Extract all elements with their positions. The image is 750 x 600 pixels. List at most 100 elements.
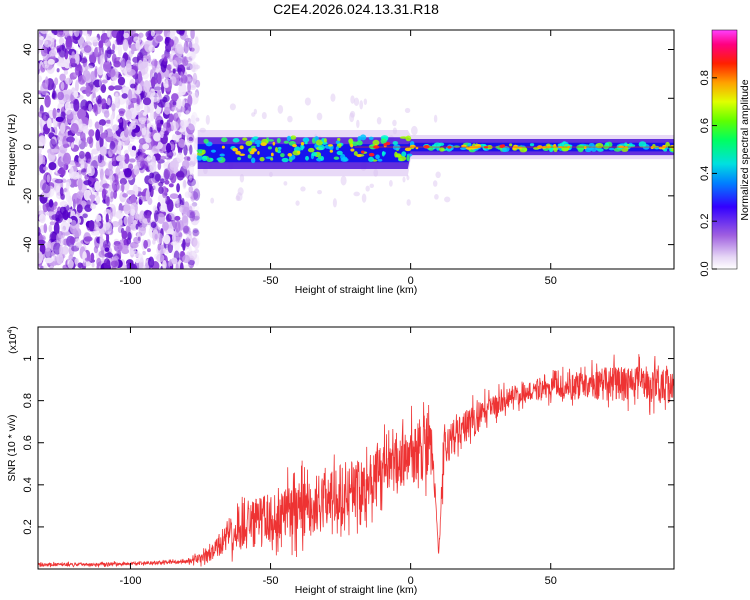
noise-blob — [102, 239, 111, 250]
noise-blob — [46, 117, 52, 129]
noise-blob — [183, 179, 187, 188]
colorbar-tick-label: 0.2 — [699, 214, 711, 229]
faint-blob — [369, 183, 375, 188]
chart-title: C2E4.2026.024.13.31.R18 — [273, 1, 439, 17]
noise-blob — [156, 232, 164, 244]
noise-blob — [129, 30, 136, 36]
noise-blob — [69, 236, 76, 245]
peak-blob — [235, 150, 241, 155]
signal-blob — [359, 134, 367, 141]
noise-blob — [117, 76, 126, 86]
noise-blob — [56, 233, 60, 244]
noise-blob — [125, 63, 132, 73]
peak-blob — [350, 148, 355, 152]
snr-panel: -100 -50 0 50 0.2 0.4 0.6 0.8 1 Height of straig… — [6, 326, 675, 596]
faint-blob — [392, 119, 397, 127]
noise-blob — [176, 183, 180, 193]
snr-ylabel: SNR (10 * v/v) — [6, 414, 18, 481]
noise-blob — [189, 85, 197, 91]
noise-blob — [191, 237, 198, 247]
noise-blob — [160, 131, 164, 139]
noise-blob — [60, 234, 65, 247]
noise-blob — [148, 178, 156, 185]
noise-blob — [94, 68, 98, 78]
faint-blob — [388, 179, 393, 187]
noise-blob — [172, 101, 177, 106]
noise-blob — [41, 60, 50, 69]
signal-blob — [300, 144, 304, 151]
noise-blob — [62, 264, 70, 269]
signal-blob — [283, 140, 290, 144]
noise-blob — [59, 244, 64, 258]
noise-blob — [71, 51, 75, 59]
signal-blob — [250, 145, 256, 149]
noise-blob — [83, 236, 93, 242]
noise-blob — [90, 230, 100, 236]
noise-blob — [100, 132, 107, 139]
faint-blob — [304, 97, 311, 106]
signal-blob — [210, 158, 214, 161]
noise-blob — [184, 191, 192, 199]
noise-blob — [103, 209, 112, 217]
noise-blob — [121, 93, 128, 99]
signal-blob — [405, 135, 412, 142]
noise-blob — [100, 84, 107, 94]
noise-blob — [174, 215, 181, 221]
noise-blob — [65, 181, 70, 190]
faint-blob — [251, 112, 256, 117]
noise-blob — [163, 234, 171, 245]
signal-blob — [529, 143, 535, 147]
noise-blob — [187, 81, 191, 93]
noise-blob — [83, 180, 92, 186]
noise-blob — [135, 42, 140, 51]
signal-blob — [372, 139, 380, 146]
noise-blob — [48, 198, 54, 208]
noise-blob — [103, 110, 110, 118]
noise-blob — [88, 219, 95, 232]
noise-blob — [88, 187, 95, 193]
peak-blob — [270, 152, 274, 157]
snr-xtick-label: -50 — [263, 575, 279, 587]
noise-blob — [192, 72, 198, 85]
noise-blob — [140, 61, 149, 75]
noise-blob — [192, 227, 199, 234]
noise-blob — [38, 239, 46, 245]
noise-blob — [149, 126, 153, 133]
noise-blob — [39, 163, 46, 174]
noise-blob — [188, 250, 198, 261]
noise-blob — [136, 95, 140, 107]
noise-blob — [56, 68, 60, 73]
noise-blob — [180, 119, 190, 128]
noise-blob — [99, 146, 107, 156]
noise-blob — [191, 179, 200, 192]
noise-blob — [170, 59, 178, 72]
noise-blob — [122, 39, 129, 52]
noise-blob — [145, 188, 150, 202]
noise-blob — [112, 124, 119, 131]
noise-blob — [171, 143, 176, 152]
noise-blob — [137, 253, 144, 263]
noise-blob — [52, 107, 57, 119]
noise-blob — [100, 98, 107, 107]
noise-blob — [183, 264, 190, 269]
noise-blob — [176, 197, 180, 209]
noise-blob — [142, 97, 152, 106]
faint-blob — [435, 171, 441, 179]
noise-blob — [179, 262, 184, 269]
signal-blob — [201, 149, 206, 155]
noise-blob — [171, 233, 176, 243]
noise-blob — [86, 199, 91, 209]
colorbar-tick-label: 0.4 — [699, 166, 711, 181]
noise-blob — [60, 221, 70, 233]
signal-blob — [368, 136, 374, 141]
noise-blob — [56, 31, 66, 38]
snr-xtick-label: -100 — [119, 575, 141, 587]
signal-blob — [232, 138, 240, 143]
noise-blob — [181, 159, 190, 170]
signal-blob — [439, 147, 445, 152]
noise-blob — [89, 203, 97, 210]
noise-blob — [58, 37, 65, 46]
noise-blob — [82, 260, 92, 267]
noise-blob — [125, 225, 131, 235]
noise-blob — [82, 136, 86, 143]
